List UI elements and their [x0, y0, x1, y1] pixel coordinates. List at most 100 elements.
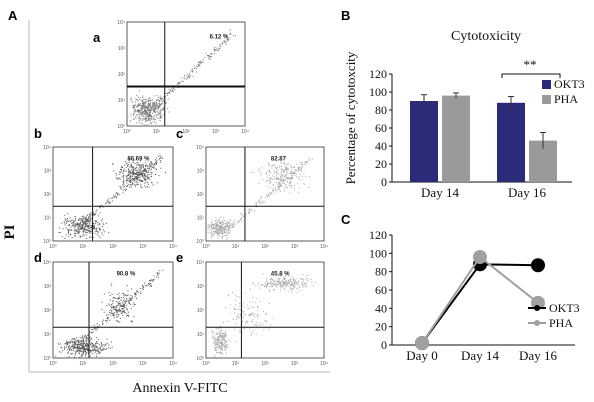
flow-plot-x-tick-label: 10³ [139, 361, 147, 367]
flow-plot-y-tick-label: 10⁰ [117, 124, 125, 130]
chart-b-legend-swatch [542, 95, 551, 104]
chart-b-y-tick-label: 0 [381, 175, 387, 189]
flow-plot-frame [52, 261, 174, 359]
flow-plot-x-tick-label: 10¹ [232, 361, 240, 367]
chart-c-line-okt3 [421, 263, 539, 344]
flow-plot-x-tick-label: 10⁴ [169, 361, 177, 367]
flow-plot-x-tick-label: 10² [109, 361, 117, 367]
flow-plot-dots [58, 154, 166, 239]
flow-x-axis-label: Annexin V-FITC [132, 381, 227, 396]
chart-b-legend-label: PHA [554, 92, 578, 106]
chart-c-legend-marker [534, 320, 540, 326]
chart-c-y-tick-label: 120 [369, 228, 387, 242]
flow-plot-frame [52, 146, 174, 242]
flow-plot-frame [205, 146, 325, 242]
flow-plot-y-tick-label: 10² [44, 192, 52, 198]
flow-plot-y-tick-label: 10² [197, 192, 205, 198]
flow-plot-dots [211, 273, 317, 358]
chart-b-bar-okt3 [410, 101, 438, 182]
flow-plot-x-tick-label: 10¹ [79, 361, 87, 367]
flow-plot-y-tick-label: 10⁴ [43, 260, 51, 266]
chart-c-y-tick-label: 60 [375, 283, 387, 297]
flow-plot-x-tick-label: 10⁰ [202, 361, 210, 367]
flow-plot-percentage: 6.12 % [210, 34, 229, 40]
flow-cytometry-plots: a 6.12 %10⁰10⁰10¹10¹10²10²10³10³10⁴10⁴b86… [34, 20, 328, 367]
flow-plot-y-tick-label: 10¹ [197, 216, 205, 222]
chart-b-x-tick-label: Day 16 [508, 185, 546, 200]
flow-plot-frame [205, 261, 325, 359]
flow-plot-x-tick-label: 10¹ [79, 244, 87, 250]
flow-plot-dots [129, 29, 236, 126]
flow-plot-percentage: 90.8 % [117, 272, 136, 278]
chart-b-legend-swatch [542, 80, 551, 89]
flow-plot-x-tick-label: 10² [261, 361, 269, 367]
flow-plot-x-tick-label: 10⁰ [49, 361, 57, 367]
flow-plot-x-tick-label: 10³ [291, 244, 299, 250]
flow-plot-y-tick-label: 10² [118, 72, 126, 78]
chart-b-y-axis-label: Percentage of cytotoxcity [343, 51, 358, 184]
panel-label-b: B [341, 8, 350, 23]
flow-plot-label: b [34, 126, 42, 141]
flow-plot-percentage: 82.87 [271, 156, 287, 162]
flow-plot-dots [55, 269, 164, 358]
chart-c-y-tick-label: 20 [375, 320, 387, 334]
flow-plot-y-tick-label: 10³ [44, 284, 52, 290]
flow-plot-y-tick-label: 10² [44, 308, 52, 314]
flow-plot-label: d [34, 250, 42, 265]
flow-plot-x-tick-label: 10² [261, 244, 269, 250]
chart-c-y-tick-label: 0 [381, 338, 387, 352]
chart-b-y-tick-label: 20 [375, 157, 387, 171]
chart-c-point-okt3 [531, 258, 545, 273]
flow-plot-percentage: 45.8 % [271, 272, 290, 278]
flow-plot-x-tick-label: 10² [109, 244, 117, 250]
chart-c-x-tick-label: Day 14 [461, 348, 499, 363]
flow-plot-y-tick-label: 10³ [197, 169, 205, 175]
chart-b-significance-bracket [501, 73, 561, 78]
chart-c-point-pha [473, 250, 487, 264]
chart-c-legend-label: PHA [549, 316, 573, 330]
chart-c-x-tick-label: Day 0 [406, 348, 437, 363]
chart-b-annotation: ** [524, 57, 537, 72]
chart-b-y-tick-label: 60 [375, 121, 387, 135]
flow-plot-x-tick-label: 10⁰ [202, 244, 210, 250]
flow-plot-y-tick-label: 10⁰ [196, 239, 204, 245]
chart-c-point-pha [531, 295, 545, 310]
flow-plot-x-tick-label: 10⁴ [320, 361, 328, 367]
chart-b-y-tick-label: 120 [369, 67, 387, 81]
chart-b-bar-pha [442, 95, 470, 182]
flow-plot-frame [126, 21, 246, 127]
chart-b-y-tick-label: 80 [375, 103, 387, 117]
flow-plot-x-tick-label: 10² [182, 129, 190, 135]
chart-c-x-tick-label: Day 16 [519, 348, 557, 363]
flow-plot-x-tick-label: 10⁴ [241, 129, 249, 135]
flow-plot-y-tick-label: 10¹ [44, 216, 52, 222]
flow-plot-label: a [93, 30, 101, 45]
flow-plot-y-tick-label: 10¹ [197, 332, 205, 338]
chart-c-y-tick-label: 40 [375, 301, 387, 315]
chart-c-y-tick-label: 80 [375, 265, 387, 279]
chart-b-title: Cytotoxicity [451, 29, 521, 44]
chart-c-legend-marker [534, 305, 540, 311]
chart-b-bar-okt3 [497, 102, 525, 182]
flow-plot-x-tick-label: 10¹ [232, 244, 240, 250]
flow-plot-percentage: 86.69 % [127, 156, 150, 162]
flow-plot-y-tick-label: 10⁴ [196, 145, 204, 151]
flow-plot-y-tick-label: 10⁴ [196, 260, 204, 266]
chart-c-y-tick-label: 100 [369, 246, 387, 260]
flow-plot-x-tick-label: 10¹ [153, 129, 161, 135]
flow-plot-x-tick-label: 10⁰ [123, 129, 131, 135]
chart-b-y-tick-label: 100 [369, 85, 387, 99]
flow-plot-y-tick-label: 10⁰ [43, 239, 51, 245]
flow-plot-x-tick-label: 10³ [139, 244, 147, 250]
cytotoxicity-bar-chart: Cytotoxicity Percentage of cytotoxcity *… [343, 29, 585, 200]
flow-plot-y-tick-label: 10¹ [44, 332, 52, 338]
flow-plot-label: e [176, 250, 183, 265]
flow-plot-y-tick-label: 10¹ [118, 98, 126, 104]
flow-plot-y-tick-label: 10³ [44, 169, 52, 175]
